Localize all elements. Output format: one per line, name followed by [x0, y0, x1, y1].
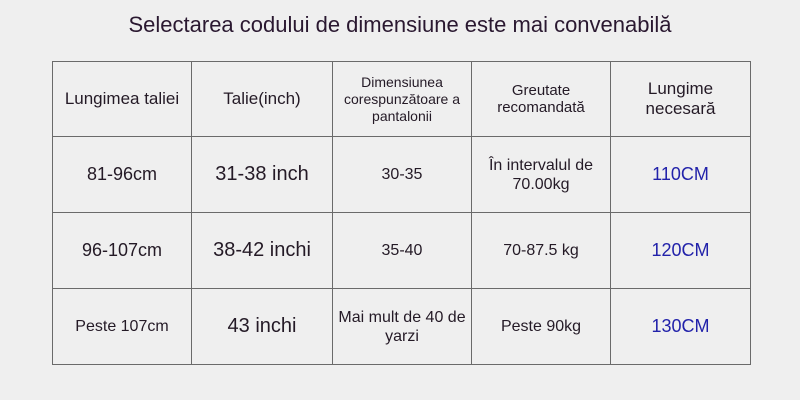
- cell: 96-107cm: [52, 212, 192, 289]
- header-row: Lungimea taliei Talie(inch) Dimensiunea …: [52, 61, 751, 137]
- header-length: Lungime necesară: [610, 61, 751, 137]
- cell: 81-96cm: [52, 136, 192, 213]
- table-row: 96-107cm 38-42 inchi 35-40 70-87.5 kg 12…: [52, 212, 751, 289]
- cell: 70-87.5 kg: [471, 212, 611, 289]
- cell: 120CM: [610, 212, 751, 289]
- cell: 130CM: [610, 288, 751, 365]
- cell: 31-38 inch: [191, 136, 333, 213]
- header-waist-inch: Talie(inch): [191, 61, 333, 137]
- header-waist-length: Lungimea taliei: [52, 61, 192, 137]
- cell: 35-40: [332, 212, 472, 289]
- cell: 110CM: [610, 136, 751, 213]
- size-table: Lungimea taliei Talie(inch) Dimensiunea …: [52, 61, 751, 365]
- cell: Peste 107cm: [52, 288, 192, 365]
- cell: 30-35: [332, 136, 472, 213]
- cell: Peste 90kg: [471, 288, 611, 365]
- header-pants-size: Dimensiunea corespunzătoare a pantalonii: [332, 61, 472, 137]
- cell: Mai mult de 40 de yarzi: [332, 288, 472, 365]
- table-row: Peste 107cm 43 inchi Mai mult de 40 de y…: [52, 288, 751, 365]
- page-title: Selectarea codului de dimensiune este ma…: [128, 12, 672, 37]
- header-weight: Greutate recomandată: [471, 61, 611, 137]
- table-row: 81-96cm 31-38 inch 30-35 În intervalul d…: [52, 136, 751, 213]
- cell: 43 inchi: [191, 288, 333, 365]
- cell: 38-42 inchi: [191, 212, 333, 289]
- cell: În intervalul de 70.00kg: [471, 136, 611, 213]
